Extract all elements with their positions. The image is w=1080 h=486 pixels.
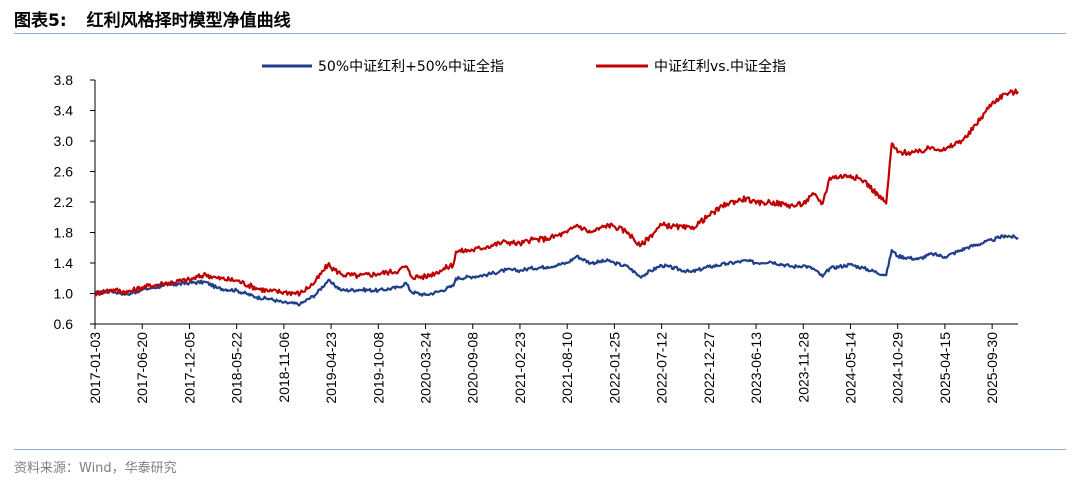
y-tick-label: 3.8 (54, 72, 74, 88)
title-rule (14, 33, 1066, 34)
figure-label: 图表5: (14, 11, 67, 31)
x-tick-label: 2023-11-28 (795, 332, 811, 403)
x-tick-label: 2018-11-06 (276, 332, 292, 403)
series-line-2 (94, 88, 1019, 297)
x-tick-label: 2023-06-13 (748, 332, 764, 404)
series-line-1 (94, 234, 1019, 307)
legend-label-2: 中证红利vs.中证全指 (654, 58, 786, 75)
chart-title: 红利风格择时模型净值曲线 (86, 11, 291, 31)
x-tick-label: 2020-03-24 (418, 332, 434, 404)
x-tick-label: 2017-06-20 (134, 332, 150, 404)
x-tick-label: 2024-05-14 (842, 332, 858, 404)
y-tick-label: 3.4 (54, 103, 74, 119)
y-tick-label: 2.6 (54, 164, 74, 180)
x-tick-label: 2019-10-08 (370, 332, 386, 404)
x-tick-label: 2024-10-29 (890, 332, 906, 404)
x-tick-label: 2017-12-05 (181, 332, 197, 404)
y-tick-label: 1.4 (54, 255, 74, 271)
y-tick-label: 3.0 (54, 133, 74, 149)
figure-title: 图表5: 红利风格择时模型净值曲线 (14, 6, 291, 31)
x-tick-label: 2022-12-27 (701, 332, 717, 404)
x-tick-label: 2017-01-03 (87, 332, 103, 404)
y-tick-label: 1.0 (54, 286, 74, 302)
x-tick-label: 2025-09-30 (984, 332, 1000, 404)
x-tick-label: 2021-08-10 (559, 332, 575, 404)
x-tick-label: 2022-07-12 (654, 332, 670, 404)
y-tick-label: 0.6 (54, 316, 74, 332)
footer-rule (14, 449, 1066, 450)
y-tick-label: 1.8 (54, 225, 74, 241)
x-tick-label: 2020-09-08 (465, 332, 481, 404)
x-tick-label: 2018-05-22 (229, 332, 245, 404)
x-tick-label: 2019-04-23 (323, 332, 339, 404)
x-tick-label: 2025-04-15 (937, 332, 953, 404)
x-tick-label: 2021-02-23 (512, 332, 528, 404)
source-note: 资料来源：Wind，华泰研究 (14, 461, 177, 476)
x-tick-label: 2022-01-25 (606, 332, 622, 404)
y-tick-label: 2.2 (54, 194, 74, 210)
legend-label-1: 50%中证红利+50%中证全指 (318, 58, 504, 75)
